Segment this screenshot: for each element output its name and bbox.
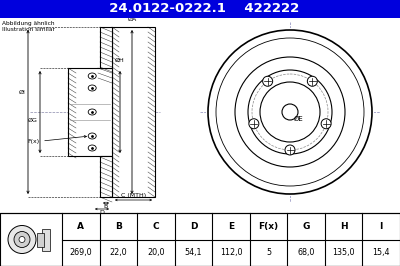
Circle shape [208, 30, 372, 194]
Circle shape [263, 76, 273, 86]
Text: 112,0: 112,0 [220, 248, 242, 257]
Text: C: C [152, 222, 159, 231]
Text: 20,0: 20,0 [147, 248, 165, 257]
Text: I: I [380, 222, 383, 231]
Text: 22,0: 22,0 [110, 248, 127, 257]
Circle shape [321, 119, 331, 129]
Bar [42, 228, 50, 251]
Circle shape [8, 226, 36, 253]
Circle shape [307, 76, 317, 86]
Bar [0, 0, 400, 18]
Ellipse shape [88, 85, 96, 91]
Circle shape [249, 119, 259, 129]
Bar [100, 156, 112, 197]
Circle shape [260, 82, 320, 142]
Text: Abbildung ähnlich: Abbildung ähnlich [2, 21, 54, 26]
Text: 5: 5 [266, 248, 271, 257]
Bar [112, 27, 155, 197]
Text: F(x): F(x) [258, 222, 279, 231]
Text: 68,0: 68,0 [298, 248, 315, 257]
Circle shape [206, 28, 374, 196]
Text: 15,4: 15,4 [372, 248, 390, 257]
Ellipse shape [88, 133, 96, 139]
Circle shape [19, 236, 25, 243]
Text: A: A [77, 222, 84, 231]
Bar [0, 213, 400, 266]
Circle shape [248, 70, 332, 154]
Text: H: H [340, 222, 348, 231]
Ellipse shape [88, 73, 96, 79]
Bar [100, 27, 112, 68]
Text: B: B [115, 222, 122, 231]
Text: B: B [104, 204, 108, 209]
Text: D: D [190, 222, 197, 231]
Text: ØG: ØG [28, 118, 38, 123]
Text: G: G [302, 222, 310, 231]
Circle shape [235, 57, 345, 167]
Circle shape [14, 231, 30, 247]
Text: 24.0122-0222.1    422222: 24.0122-0222.1 422222 [100, 2, 300, 15]
Text: ate: ate [247, 155, 293, 179]
Text: D: D [100, 210, 104, 215]
Text: ØI: ØI [19, 89, 26, 94]
Text: 54,1: 54,1 [185, 248, 202, 257]
Text: Illustration similar: Illustration similar [2, 27, 55, 32]
Circle shape [216, 38, 364, 186]
Ellipse shape [88, 109, 96, 115]
Ellipse shape [88, 145, 96, 151]
Bar [37, 232, 44, 247]
Text: 269,0: 269,0 [70, 248, 92, 257]
Text: E: E [228, 222, 234, 231]
Text: ØA: ØA [127, 17, 137, 22]
Text: ØH: ØH [115, 58, 125, 63]
Text: C (MTH): C (MTH) [121, 193, 146, 198]
Bar [68, 68, 112, 156]
Circle shape [282, 104, 298, 120]
Text: F(x): F(x) [28, 139, 40, 144]
Circle shape [285, 145, 295, 155]
Text: 135,0: 135,0 [332, 248, 355, 257]
Text: ØE: ØE [294, 116, 304, 122]
